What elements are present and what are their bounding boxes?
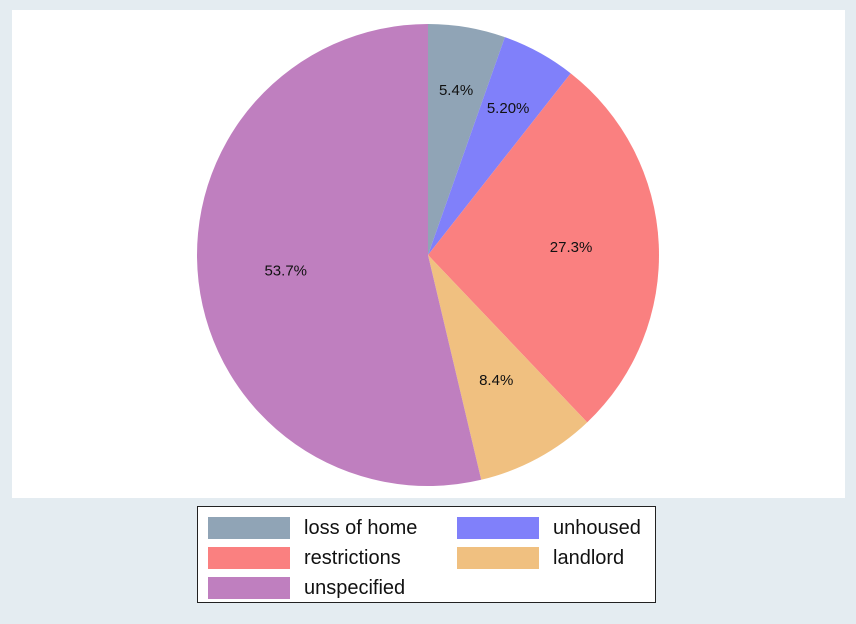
- legend-swatch: [208, 547, 290, 569]
- legend-item-restrictions: restrictions: [208, 545, 438, 571]
- legend-swatch: [457, 547, 539, 569]
- slice-label-unspecified: 53.7%: [264, 263, 307, 280]
- slice-label-landlord: 8.4%: [479, 372, 513, 389]
- legend-swatch: [208, 517, 290, 539]
- legend-item-unspecified: unspecified: [208, 575, 438, 601]
- slice-label-unhoused: 5.20%: [487, 100, 530, 117]
- legend-swatch: [208, 577, 290, 599]
- pie-slice-unhoused: [428, 37, 571, 255]
- pie-slice-unspecified: [197, 24, 482, 486]
- legend-label: restrictions: [304, 547, 401, 569]
- pie-slice-landlord: [428, 255, 588, 480]
- plot-area: 5.4% 5.20% 27.3% 8.4% 53.7%: [12, 10, 845, 498]
- legend-label: unspecified: [304, 577, 406, 599]
- pie-slice-restrictions: [428, 73, 660, 423]
- legend-item-unhoused: unhoused: [457, 515, 647, 541]
- legend-label: unhoused: [553, 517, 641, 539]
- legend-label: landlord: [553, 547, 625, 569]
- legend-swatch: [457, 517, 539, 539]
- legend: loss of home unhoused restrictions landl…: [197, 506, 656, 603]
- pie-slice-loss-of-home: [428, 24, 505, 255]
- legend-item-landlord: landlord: [457, 545, 647, 571]
- legend-label: loss of home: [304, 517, 418, 539]
- legend-item-loss-of-home: loss of home: [208, 515, 438, 541]
- slice-label-restrictions: 27.3%: [550, 239, 593, 256]
- slice-label-loss-of-home: 5.4%: [439, 82, 473, 99]
- pie-chart: 5.4% 5.20% 27.3% 8.4% 53.7%: [197, 24, 660, 486]
